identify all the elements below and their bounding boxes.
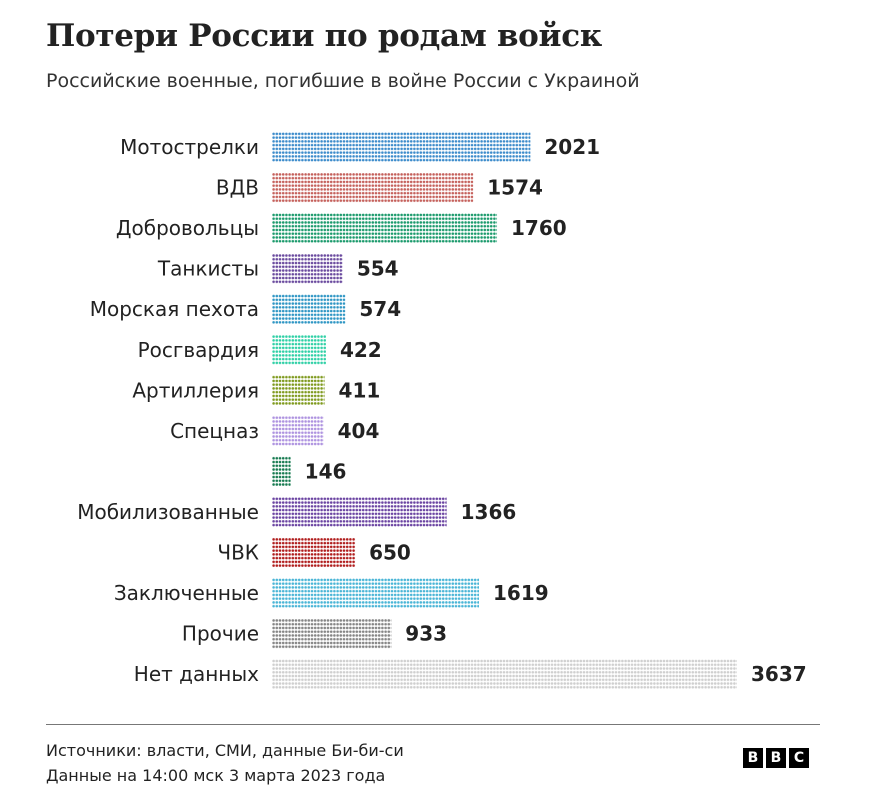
- value-label: 574: [359, 297, 401, 321]
- value-label: 404: [338, 419, 380, 443]
- bar: [272, 172, 474, 203]
- bar: [272, 578, 479, 609]
- category-label: Нет данных: [134, 662, 259, 686]
- logo-letter: B: [743, 748, 763, 768]
- value-label: 1619: [493, 581, 549, 605]
- bar: [272, 253, 343, 284]
- category-label: Добровольцы: [116, 216, 259, 240]
- category-label: Танкисты: [157, 257, 259, 281]
- date-note: Данные на 14:00 мск 3 марта 2023 года: [46, 766, 386, 785]
- bar: [272, 496, 447, 527]
- bar: [272, 659, 737, 690]
- category-label: Заключенные: [114, 581, 259, 605]
- category-label: ВДВ: [216, 176, 259, 200]
- value-label: 2021: [544, 135, 600, 159]
- chart-subtitle: Российские военные, погибшие в войне Рос…: [46, 70, 640, 92]
- value-label: 554: [357, 257, 399, 281]
- category-label: Мобилизованные: [77, 500, 259, 524]
- bbc-logo: B B C: [743, 748, 809, 768]
- value-label: 933: [405, 622, 447, 646]
- bar: [272, 132, 531, 162]
- bar: [272, 213, 498, 244]
- bar: [272, 415, 324, 446]
- value-label: 1574: [487, 176, 543, 200]
- category-label: Артиллерия: [132, 378, 259, 402]
- bar: [272, 294, 346, 325]
- value-label: 1760: [511, 216, 567, 240]
- value-label: 411: [339, 378, 381, 402]
- bar: [272, 375, 325, 406]
- logo-letter: B: [766, 748, 786, 768]
- footer-divider: [46, 724, 820, 725]
- bar: [272, 537, 356, 568]
- value-label: 1366: [461, 500, 517, 524]
- value-label: 422: [340, 338, 382, 362]
- value-label: 3637: [751, 662, 807, 686]
- category-label: Мотострелки: [120, 135, 259, 159]
- logo-letter: C: [789, 748, 809, 768]
- value-label: 650: [369, 541, 411, 565]
- bar: [272, 334, 326, 365]
- category-label: Морская пехота: [90, 297, 259, 321]
- footer-text: Источники: власти, СМИ, данные Би-би-си …: [46, 738, 404, 788]
- category-label: Прочие: [182, 622, 259, 646]
- chart-title: Потери России по родам войск: [46, 18, 602, 54]
- category-label: Росгвардия: [138, 338, 259, 362]
- bar: [272, 456, 291, 487]
- bar-chart: Мотострелки 2021 ВДВ 1574 Добровольцы 1760 Тан…: [77, 132, 807, 690]
- value-label: 146: [305, 459, 347, 483]
- bar: [272, 618, 392, 649]
- source-note: Источники: власти, СМИ, данные Би-би-си: [46, 741, 404, 760]
- category-label: ЧВК: [217, 541, 259, 565]
- category-label: Спецназ: [170, 419, 259, 443]
